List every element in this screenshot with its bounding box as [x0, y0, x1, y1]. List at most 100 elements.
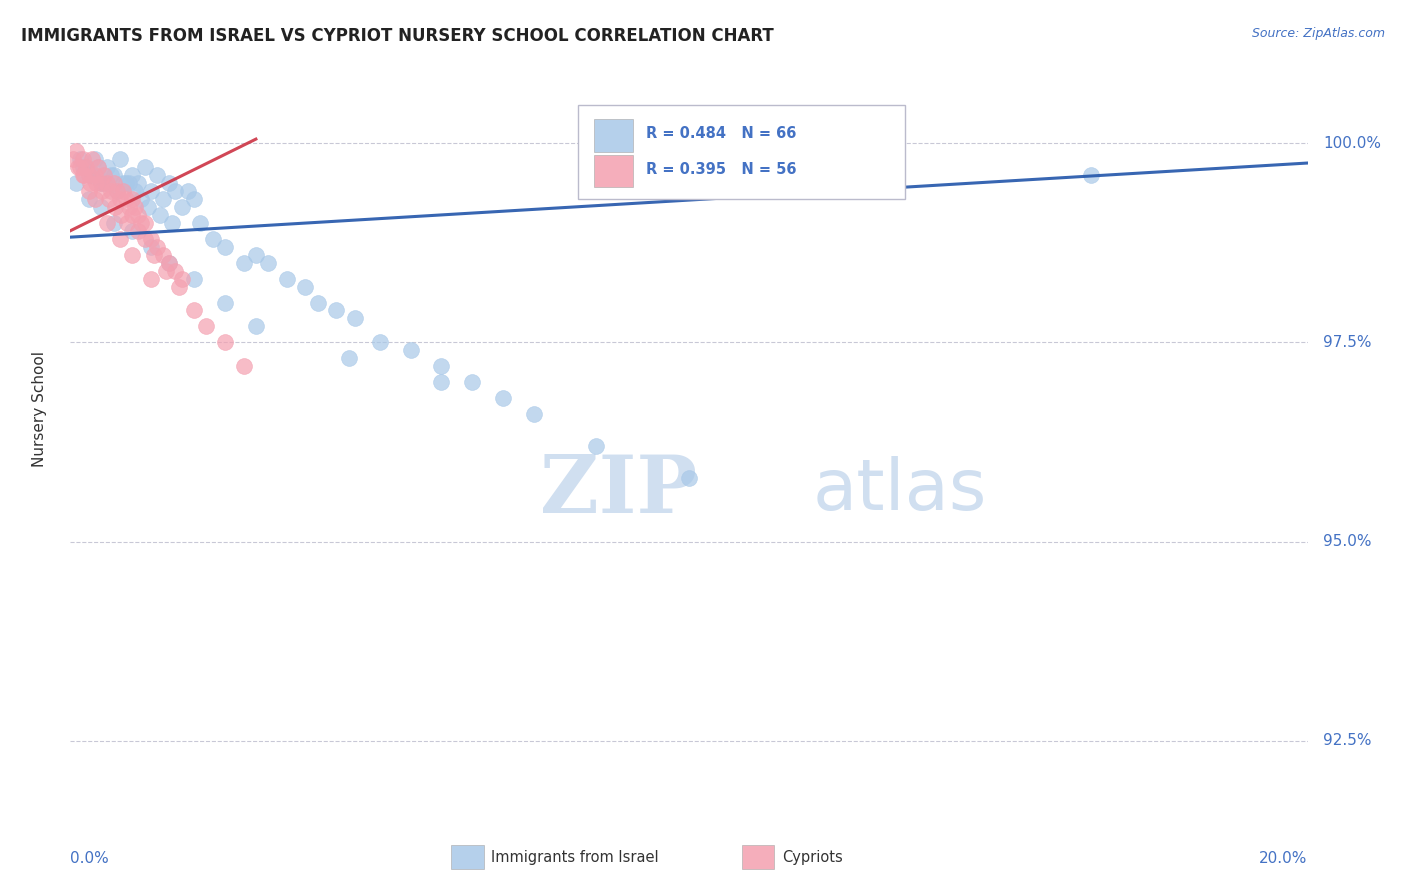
FancyBboxPatch shape: [451, 846, 484, 870]
Point: [127, 176, 149, 190]
Point: [121, 224, 143, 238]
Point: [80, 152, 103, 166]
Point: [87, 160, 110, 174]
Point: [110, 208, 132, 222]
Point: [214, 295, 236, 310]
Point: [276, 271, 298, 285]
Point: [77, 192, 100, 206]
Point: [103, 168, 125, 182]
Point: [245, 319, 267, 334]
Point: [245, 248, 267, 262]
Point: [72, 152, 94, 166]
Point: [585, 439, 607, 453]
Point: [100, 184, 122, 198]
Point: [146, 240, 169, 254]
Point: [149, 208, 172, 222]
Point: [77, 184, 100, 198]
Point: [96, 176, 118, 190]
Point: [430, 359, 453, 374]
Point: [118, 200, 141, 214]
Point: [136, 200, 159, 214]
Point: [90, 176, 112, 190]
Point: [73, 168, 96, 182]
Point: [72, 168, 94, 182]
Point: [62, 152, 84, 166]
Point: [121, 168, 143, 182]
Point: [90, 176, 112, 190]
Point: [124, 184, 146, 198]
Text: Source: ZipAtlas.com: Source: ZipAtlas.com: [1251, 27, 1385, 40]
Point: [69, 152, 91, 166]
Point: [108, 232, 131, 246]
Point: [167, 279, 190, 293]
Point: [134, 232, 156, 246]
Text: R = 0.395   N = 56: R = 0.395 N = 56: [645, 162, 796, 177]
Point: [195, 319, 218, 334]
Point: [152, 248, 174, 262]
Point: [1080, 168, 1102, 182]
Point: [124, 200, 146, 214]
Point: [139, 232, 162, 246]
Point: [84, 176, 107, 190]
Point: [87, 160, 110, 174]
Point: [100, 168, 122, 182]
Point: [93, 176, 115, 190]
Point: [93, 168, 115, 182]
Point: [104, 200, 127, 214]
Point: [157, 176, 180, 190]
Text: 95.0%: 95.0%: [1323, 534, 1371, 549]
Point: [84, 152, 107, 166]
Point: [146, 168, 169, 182]
Point: [183, 192, 205, 206]
Point: [96, 160, 118, 174]
Point: [75, 160, 97, 174]
Point: [523, 407, 546, 421]
Text: IMMIGRANTS FROM ISRAEL VS CYPRIOT NURSERY SCHOOL CORRELATION CHART: IMMIGRANTS FROM ISRAEL VS CYPRIOT NURSER…: [21, 27, 773, 45]
Point: [337, 351, 360, 366]
Point: [183, 303, 205, 318]
Text: Cypriots: Cypriots: [782, 850, 842, 865]
Point: [80, 168, 103, 182]
Point: [257, 255, 280, 269]
Text: 100.0%: 100.0%: [1323, 136, 1381, 151]
Text: 0.0%: 0.0%: [70, 851, 110, 865]
Point: [492, 391, 515, 405]
FancyBboxPatch shape: [578, 105, 905, 199]
Point: [134, 160, 156, 174]
Point: [121, 192, 143, 206]
Point: [69, 160, 91, 174]
Text: ZIP: ZIP: [540, 452, 697, 530]
Point: [152, 192, 174, 206]
Point: [115, 192, 138, 206]
Point: [170, 271, 193, 285]
Point: [214, 240, 236, 254]
Point: [118, 176, 141, 190]
Point: [115, 176, 138, 190]
Point: [430, 376, 453, 390]
Point: [188, 216, 211, 230]
Point: [65, 176, 87, 190]
Point: [111, 184, 134, 198]
Point: [108, 192, 131, 206]
Point: [103, 176, 125, 190]
Point: [79, 176, 101, 190]
Point: [84, 168, 107, 182]
Point: [232, 255, 254, 269]
Point: [105, 184, 128, 198]
Point: [97, 192, 120, 206]
Point: [84, 192, 107, 206]
FancyBboxPatch shape: [593, 154, 633, 187]
Point: [155, 263, 177, 277]
Point: [77, 168, 100, 182]
Point: [801, 152, 824, 166]
Point: [131, 192, 153, 206]
Point: [325, 303, 347, 318]
Point: [91, 184, 114, 198]
Point: [201, 232, 224, 246]
Point: [294, 279, 316, 293]
Point: [678, 471, 700, 485]
Point: [170, 200, 193, 214]
FancyBboxPatch shape: [593, 119, 633, 152]
Point: [96, 216, 118, 230]
Point: [131, 216, 153, 230]
